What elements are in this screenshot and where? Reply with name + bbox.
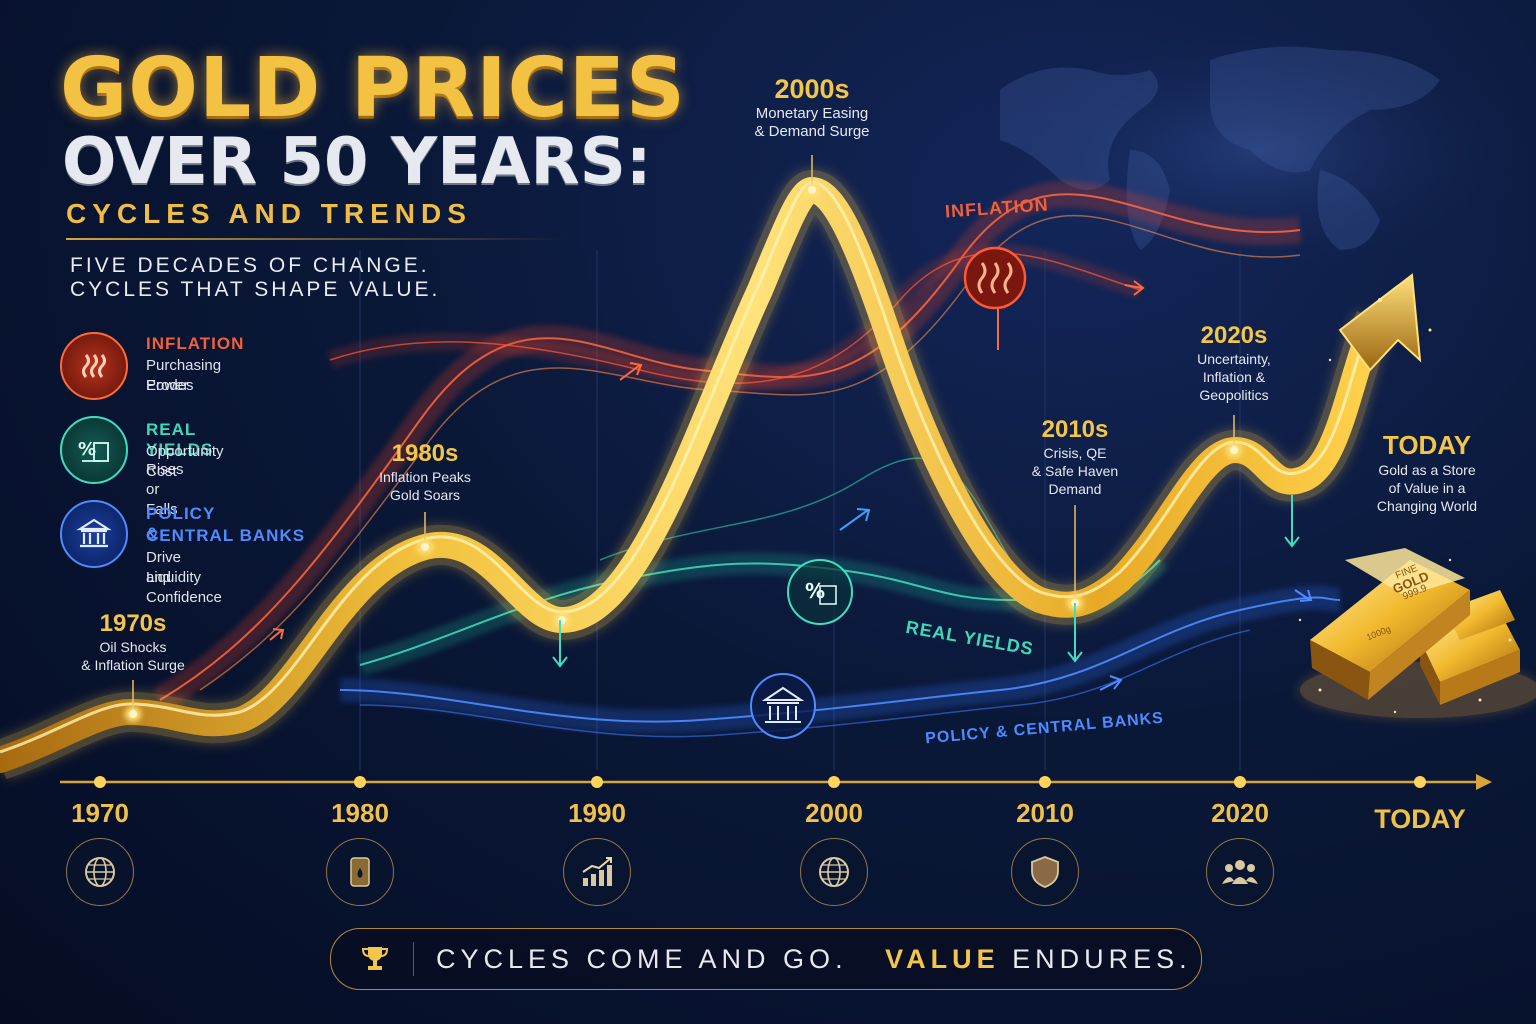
axis-tick bbox=[1039, 776, 1051, 788]
title-line-3: CYCLES AND TRENDS bbox=[66, 198, 472, 229]
annotation-2000s-head: 2000s bbox=[774, 74, 850, 104]
inflation-flow-icon bbox=[963, 246, 1027, 310]
axis-tick bbox=[1234, 776, 1246, 788]
annotation-today-head: TODAY bbox=[1382, 430, 1472, 460]
annotation-2010s-head: 2010s bbox=[1041, 416, 1109, 443]
axis-tick bbox=[1414, 776, 1426, 788]
annotation-1970s-line-2: & Inflation Surge bbox=[81, 657, 185, 673]
annotation-1970s-line-1: Oil Shocks bbox=[99, 639, 167, 655]
annotation-2000s: 2000s Monetary Easing & Demand Surge bbox=[732, 74, 892, 141]
annotation-2000s-line-1: Monetary Easing bbox=[755, 105, 869, 122]
svg-text:%: % bbox=[78, 439, 96, 460]
axis-tick bbox=[94, 776, 106, 788]
real-yields-flow-icon: % bbox=[787, 559, 853, 625]
annotation-2020s: 2020s Uncertainty, Inflation & Geopoliti… bbox=[1164, 322, 1304, 404]
axis-year-label: 2010 bbox=[1016, 798, 1074, 828]
globe-icon bbox=[800, 838, 868, 906]
annotation-2020s-head: 2020s bbox=[1200, 322, 1268, 349]
annotation-2020s-line-3: Geopolitics bbox=[1199, 387, 1269, 403]
legend-inflation-desc-2: Erodes bbox=[146, 377, 194, 394]
timeline-axis bbox=[60, 774, 1492, 790]
annotation-1970s-head: 1970s bbox=[99, 610, 167, 637]
legend-real-yields-desc-1: Opportunity Cost bbox=[146, 443, 224, 480]
footer-text-3: ENDURES. bbox=[1012, 943, 1192, 974]
annotation-2010s: 2010s Crisis, QE & Safe Haven Demand bbox=[1005, 416, 1145, 498]
gold-bars-illustration bbox=[1300, 548, 1536, 718]
annotation-points bbox=[129, 186, 1238, 718]
footer-text-1: CYCLES COME AND GO. bbox=[436, 943, 848, 974]
world-map bbox=[1000, 46, 1440, 250]
annotation-1980s-line-2: Gold Soars bbox=[389, 487, 461, 503]
axis-year-label: TODAY bbox=[1374, 804, 1466, 834]
annotation-today-line-1: Gold as a Store bbox=[1378, 462, 1476, 478]
globe-icon bbox=[66, 838, 134, 906]
annotation-1970s: 1970s Oil Shocks & Inflation Surge bbox=[63, 610, 203, 674]
footer-banner: CYCLES COME AND GO. VALUE ENDURES. bbox=[330, 928, 1202, 990]
bank-building-icon bbox=[60, 500, 128, 568]
axis-year-label: 2020 bbox=[1211, 798, 1269, 828]
tagline-line-2: CYCLES THAT SHAPE VALUE. bbox=[70, 278, 441, 301]
footer-divider bbox=[413, 942, 414, 976]
annotation-2010s-line-2: & Safe Haven bbox=[1031, 463, 1119, 479]
legend-policy-title-2: CENTRAL BANKS bbox=[146, 526, 306, 545]
legend-policy-desc-1: Drive Liquidity bbox=[146, 549, 202, 586]
legend-inflation-title: INFLATION bbox=[146, 334, 245, 353]
people-icon bbox=[1206, 838, 1274, 906]
axis-tick bbox=[354, 776, 366, 788]
annotation-today-line-2: of Value in a bbox=[1388, 480, 1466, 496]
policy-stream bbox=[339, 585, 1341, 738]
legend-real-yields-desc-2: Rises or Falls bbox=[146, 461, 184, 518]
axis-year-label: 1980 bbox=[331, 798, 389, 828]
axis-tick bbox=[828, 776, 840, 788]
percent-document-icon: % bbox=[60, 416, 128, 484]
shield-icon bbox=[1011, 838, 1079, 906]
axis-tick bbox=[591, 776, 603, 788]
svg-text:%: % bbox=[805, 579, 825, 603]
annotation-today-line-3: Changing World bbox=[1376, 498, 1478, 514]
title-divider bbox=[66, 238, 566, 240]
axis-year-label: 1970 bbox=[71, 798, 129, 828]
annotation-today: TODAY Gold as a Store of Value in a Chan… bbox=[1352, 430, 1502, 515]
title-line-2: OVER 50 YEARS: bbox=[62, 125, 652, 199]
axis-year-label: 2000 bbox=[805, 798, 863, 828]
legend-real-yields-title: REAL YIELDS bbox=[146, 420, 214, 459]
world-map-glow bbox=[960, 10, 1536, 290]
annotation-2010s-line-1: Crisis, QE bbox=[1043, 445, 1107, 461]
annotation-2000s-line-2: & Demand Surge bbox=[754, 123, 870, 140]
trophy-icon bbox=[355, 939, 395, 979]
annotation-1980s-line-1: Inflation Peaks bbox=[379, 469, 471, 485]
footer-message: CYCLES COME AND GO. VALUE ENDURES. bbox=[436, 944, 1192, 975]
annotation-2020s-line-1: Uncertainty, bbox=[1197, 351, 1271, 367]
oil-barrel-icon bbox=[326, 838, 394, 906]
legend-inflation-desc-1: Purchasing Power bbox=[146, 357, 222, 394]
growth-chart-icon bbox=[563, 838, 631, 906]
heat-waves-icon bbox=[60, 332, 128, 400]
annotation-2020s-line-2: Inflation & bbox=[1202, 369, 1266, 385]
annotation-1980s: 1980s Inflation Peaks Gold Soars bbox=[355, 440, 495, 504]
sparkles bbox=[1298, 298, 1512, 714]
axis-ticks bbox=[94, 776, 1426, 788]
tagline-line-1: FIVE DECADES OF CHANGE. bbox=[70, 254, 430, 277]
axis-year-label: 1990 bbox=[568, 798, 626, 828]
legend-policy-desc-2: and Confidence bbox=[146, 569, 222, 606]
annotation-2010s-line-3: Demand bbox=[1048, 481, 1102, 497]
legend-policy-title: POLICY & bbox=[146, 504, 215, 543]
annotation-1980s-head: 1980s bbox=[391, 440, 459, 467]
policy-flow-icon bbox=[750, 673, 816, 739]
footer-text-2: VALUE bbox=[885, 943, 1000, 974]
title-line-1: GOLD PRICES bbox=[60, 41, 686, 136]
